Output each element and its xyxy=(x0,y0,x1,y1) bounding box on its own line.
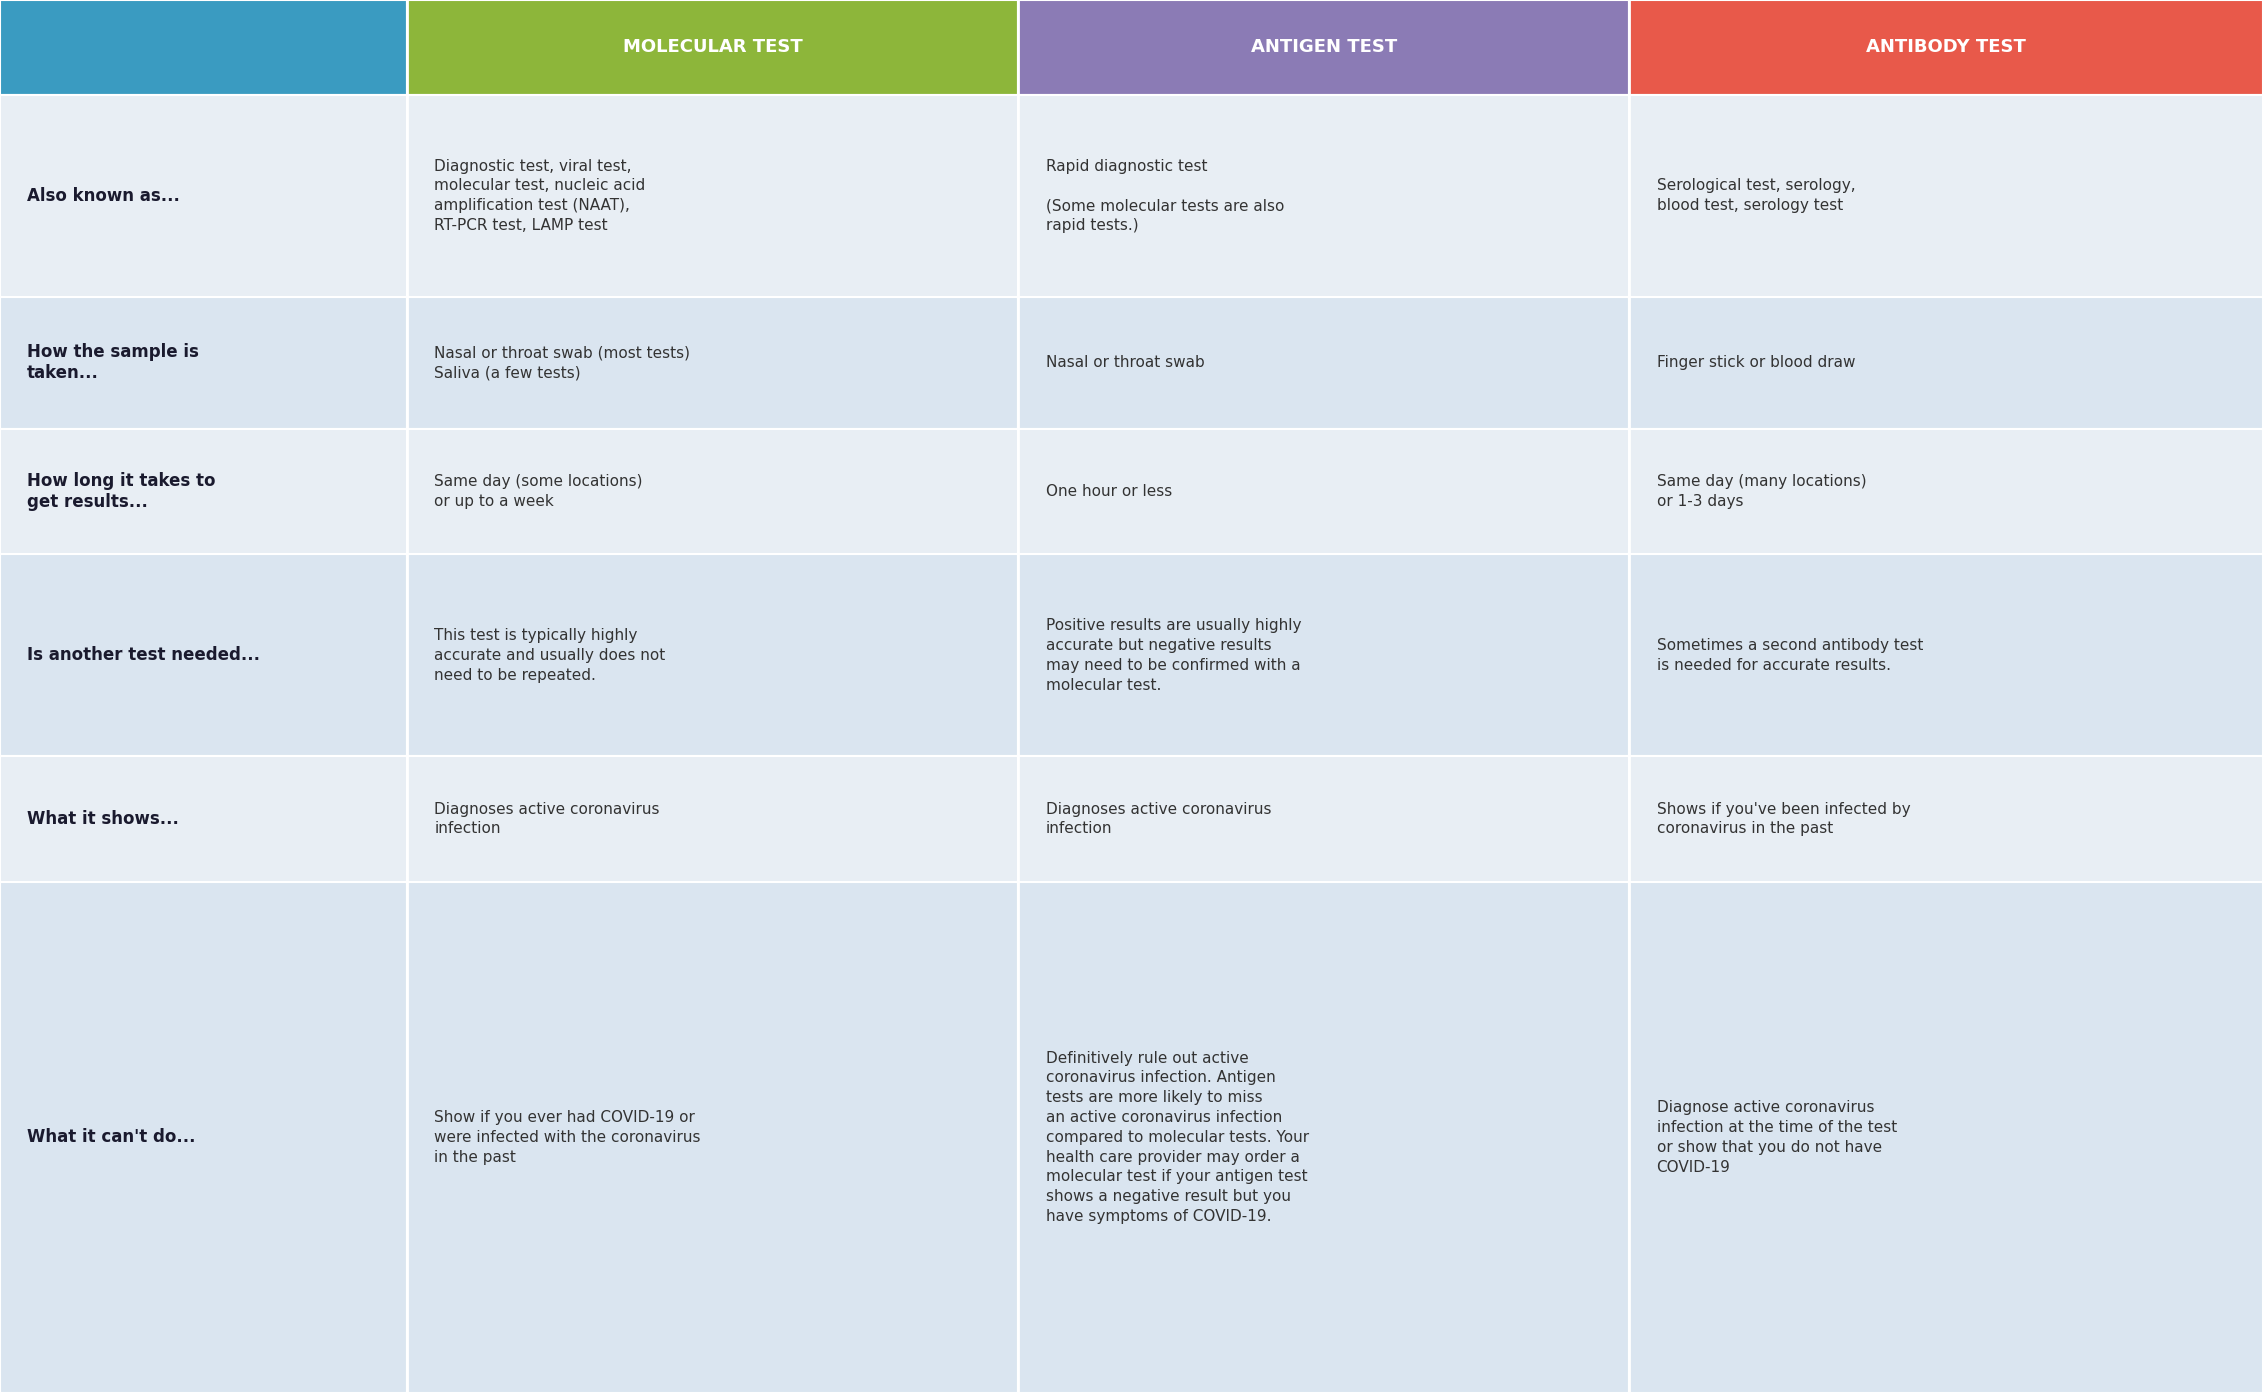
FancyBboxPatch shape xyxy=(1629,554,2263,756)
Text: Shows if you've been infected by
coronavirus in the past: Shows if you've been infected by coronav… xyxy=(1657,802,1910,836)
FancyBboxPatch shape xyxy=(1629,756,2263,882)
FancyBboxPatch shape xyxy=(1018,429,1629,554)
Text: Diagnostic test, viral test,
molecular test, nucleic acid
amplification test (NA: Diagnostic test, viral test, molecular t… xyxy=(434,159,645,233)
FancyBboxPatch shape xyxy=(1629,95,2263,297)
FancyBboxPatch shape xyxy=(0,95,407,297)
Text: Show if you ever had COVID-19 or
were infected with the coronavirus
in the past: Show if you ever had COVID-19 or were in… xyxy=(434,1110,702,1165)
Text: How long it takes to
get results...: How long it takes to get results... xyxy=(27,472,215,511)
FancyBboxPatch shape xyxy=(407,429,1018,554)
FancyBboxPatch shape xyxy=(0,0,407,95)
FancyBboxPatch shape xyxy=(1629,882,2263,1393)
FancyBboxPatch shape xyxy=(407,0,1018,95)
Text: Diagnoses active coronavirus
infection: Diagnoses active coronavirus infection xyxy=(1046,802,1272,836)
Text: Is another test needed...: Is another test needed... xyxy=(27,646,260,664)
FancyBboxPatch shape xyxy=(0,554,407,756)
FancyBboxPatch shape xyxy=(407,297,1018,429)
FancyBboxPatch shape xyxy=(407,756,1018,882)
Text: MOLECULAR TEST: MOLECULAR TEST xyxy=(622,39,803,56)
Text: Diagnose active coronavirus
infection at the time of the test
or show that you d: Diagnose active coronavirus infection at… xyxy=(1657,1100,1896,1174)
Text: Diagnoses active coronavirus
infection: Diagnoses active coronavirus infection xyxy=(434,802,661,836)
Text: Sometimes a second antibody test
is needed for accurate results.: Sometimes a second antibody test is need… xyxy=(1657,638,1924,673)
FancyBboxPatch shape xyxy=(1629,429,2263,554)
Text: Same day (some locations)
or up to a week: Same day (some locations) or up to a wee… xyxy=(434,475,643,508)
FancyBboxPatch shape xyxy=(407,95,1018,297)
Text: ANTIBODY TEST: ANTIBODY TEST xyxy=(1867,39,2025,56)
FancyBboxPatch shape xyxy=(1018,95,1629,297)
FancyBboxPatch shape xyxy=(1018,0,1629,95)
FancyBboxPatch shape xyxy=(407,882,1018,1393)
Text: This test is typically highly
accurate and usually does not
need to be repeated.: This test is typically highly accurate a… xyxy=(434,628,665,683)
FancyBboxPatch shape xyxy=(0,297,407,429)
Text: Also known as...: Also known as... xyxy=(27,187,181,205)
Text: Same day (many locations)
or 1-3 days: Same day (many locations) or 1-3 days xyxy=(1657,475,1867,508)
Text: Nasal or throat swab: Nasal or throat swab xyxy=(1046,355,1204,371)
Text: Definitively rule out active
coronavirus infection. Antigen
tests are more likel: Definitively rule out active coronavirus… xyxy=(1046,1050,1308,1224)
Text: Positive results are usually highly
accurate but negative results
may need to be: Positive results are usually highly accu… xyxy=(1046,618,1301,692)
Text: Serological test, serology,
blood test, serology test: Serological test, serology, blood test, … xyxy=(1657,178,1856,213)
Text: Rapid diagnostic test

(Some molecular tests are also
rapid tests.): Rapid diagnostic test (Some molecular te… xyxy=(1046,159,1283,233)
FancyBboxPatch shape xyxy=(0,882,407,1393)
Text: What it shows...: What it shows... xyxy=(27,811,179,827)
FancyBboxPatch shape xyxy=(1629,0,2263,95)
FancyBboxPatch shape xyxy=(407,554,1018,756)
FancyBboxPatch shape xyxy=(1018,554,1629,756)
Text: How the sample is
taken...: How the sample is taken... xyxy=(27,344,199,382)
Text: What it can't do...: What it can't do... xyxy=(27,1128,195,1146)
FancyBboxPatch shape xyxy=(0,756,407,882)
Text: One hour or less: One hour or less xyxy=(1046,485,1172,499)
FancyBboxPatch shape xyxy=(1018,297,1629,429)
FancyBboxPatch shape xyxy=(1629,297,2263,429)
Text: ANTIGEN TEST: ANTIGEN TEST xyxy=(1251,39,1396,56)
FancyBboxPatch shape xyxy=(1018,756,1629,882)
Text: Nasal or throat swab (most tests)
Saliva (a few tests): Nasal or throat swab (most tests) Saliva… xyxy=(434,345,690,380)
FancyBboxPatch shape xyxy=(1018,882,1629,1393)
Text: Finger stick or blood draw: Finger stick or blood draw xyxy=(1657,355,1856,371)
FancyBboxPatch shape xyxy=(0,429,407,554)
